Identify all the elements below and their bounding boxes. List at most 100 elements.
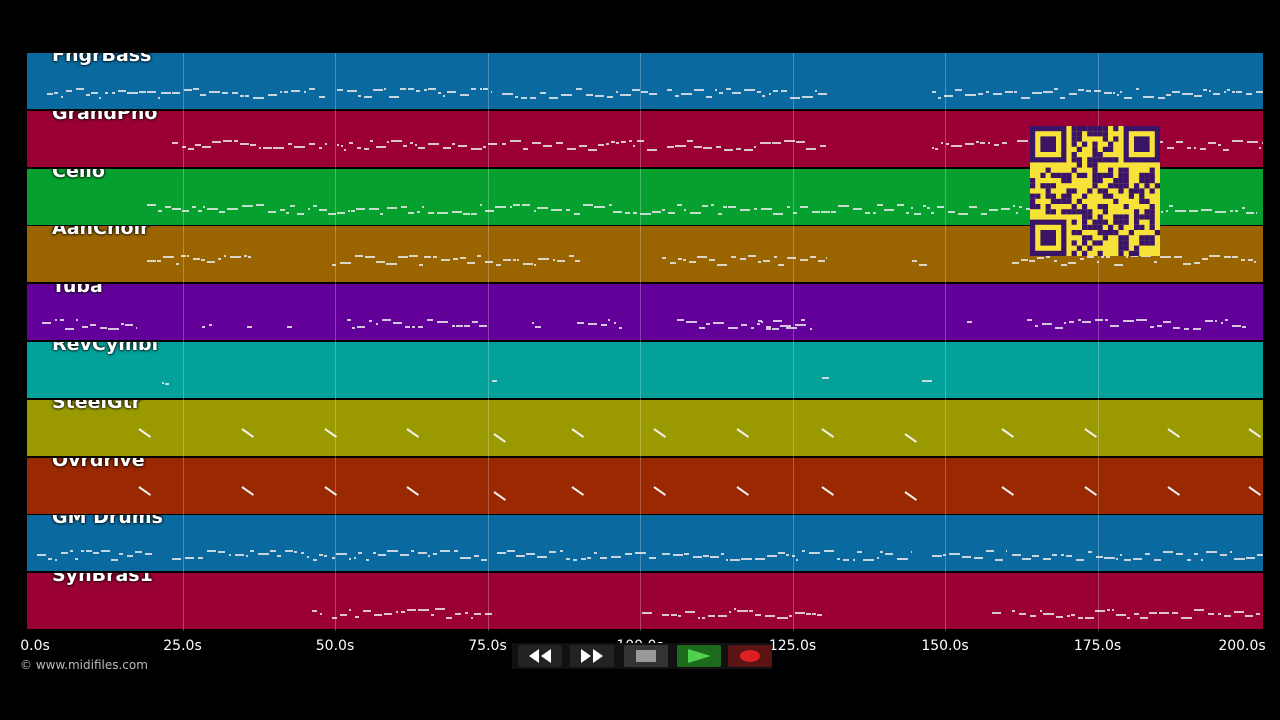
note (268, 94, 277, 96)
note (340, 614, 347, 617)
note (481, 559, 487, 562)
note (319, 554, 323, 557)
note (897, 558, 908, 561)
note (37, 554, 46, 557)
note (207, 207, 218, 210)
note (1194, 553, 1198, 556)
play-button[interactable] (677, 645, 721, 667)
note (247, 326, 252, 329)
note (1247, 140, 1258, 143)
rewind-button[interactable] (518, 645, 562, 667)
note (1012, 610, 1015, 613)
note (821, 485, 835, 496)
note (1200, 147, 1206, 150)
note (1232, 256, 1238, 259)
note (493, 490, 507, 501)
note (418, 326, 423, 329)
note (530, 97, 536, 99)
note-marks (27, 515, 1263, 571)
note (47, 93, 53, 95)
note (1054, 88, 1058, 90)
note (287, 326, 292, 329)
note (248, 256, 251, 259)
note (724, 148, 733, 151)
note (992, 612, 1001, 615)
note (245, 95, 249, 97)
note (477, 255, 481, 258)
time-tick-label: 25.0s (163, 638, 202, 654)
note (1014, 91, 1017, 93)
note (698, 617, 700, 620)
note (980, 141, 985, 144)
note (1016, 211, 1018, 214)
note (1206, 551, 1217, 554)
note (86, 550, 92, 553)
note (54, 92, 58, 94)
note (1055, 327, 1063, 330)
note (699, 327, 705, 330)
note (209, 91, 220, 93)
note (403, 144, 407, 147)
note (374, 614, 382, 617)
note (755, 558, 765, 561)
note (363, 610, 371, 613)
note (304, 91, 306, 93)
note (193, 258, 200, 261)
note (571, 427, 585, 438)
note (662, 614, 669, 617)
note (401, 205, 407, 208)
note (853, 207, 862, 210)
note (81, 550, 84, 553)
note (1140, 617, 1148, 620)
note (437, 211, 448, 214)
note (1069, 93, 1077, 95)
note (1127, 617, 1130, 620)
note (354, 557, 356, 560)
note (66, 90, 72, 92)
note (495, 205, 506, 208)
note (324, 485, 338, 496)
track-name: Tuba (52, 284, 103, 298)
stop-button[interactable] (624, 645, 668, 667)
note (510, 139, 521, 142)
note (101, 550, 110, 553)
note (428, 211, 434, 214)
fast-forward-icon (581, 649, 603, 663)
note (1084, 427, 1098, 438)
note (1082, 321, 1091, 324)
note (185, 557, 194, 560)
fast-forward-button[interactable] (570, 645, 614, 667)
note (863, 559, 874, 562)
note (483, 88, 488, 90)
note (1064, 322, 1066, 325)
track-name: GrandPno (52, 110, 158, 124)
note (376, 261, 385, 264)
note (792, 555, 795, 558)
note (1124, 97, 1132, 99)
note (723, 205, 727, 208)
note (1182, 93, 1193, 95)
note (212, 140, 221, 143)
note (357, 146, 361, 149)
record-button[interactable] (728, 645, 772, 667)
note (941, 141, 943, 144)
note (1236, 91, 1242, 93)
note (406, 427, 420, 438)
note (1259, 146, 1261, 149)
note (694, 89, 704, 91)
note (1187, 146, 1191, 149)
note (1163, 321, 1171, 324)
note (1087, 256, 1094, 259)
note (728, 327, 738, 330)
note (1076, 559, 1084, 562)
note (1172, 91, 1180, 93)
note (76, 88, 84, 90)
note (418, 552, 427, 555)
note (127, 555, 133, 558)
note (532, 141, 541, 144)
note (969, 205, 977, 208)
note (313, 204, 317, 207)
note (336, 553, 347, 556)
note (485, 613, 492, 616)
note (689, 261, 696, 264)
